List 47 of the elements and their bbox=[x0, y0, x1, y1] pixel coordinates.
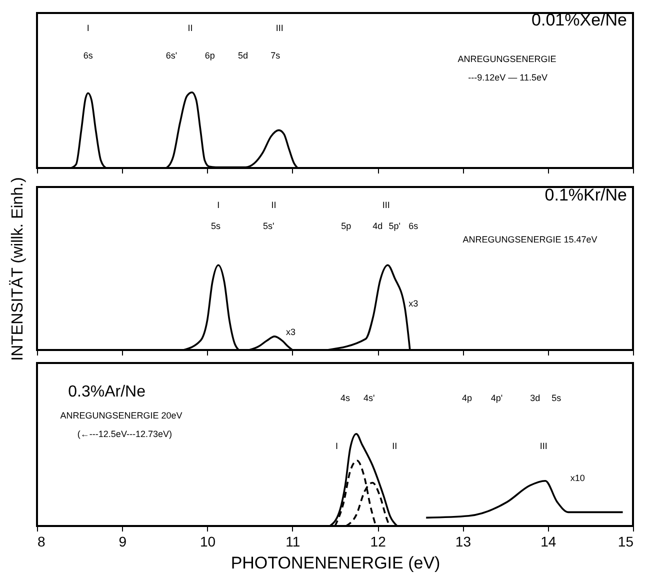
x-tick-label: 14 bbox=[540, 534, 556, 550]
text: 5s bbox=[211, 221, 222, 232]
text: III bbox=[276, 23, 284, 34]
text: 5d bbox=[238, 50, 248, 60]
x-tick-label: 10 bbox=[200, 534, 216, 550]
text: 4p' bbox=[490, 392, 503, 403]
annotation: (←---12.5eV---12.73eV) bbox=[77, 428, 172, 439]
text: 4d bbox=[372, 221, 383, 232]
text: ANREGUNGSENERGIE bbox=[458, 54, 556, 64]
text: ANREGUNGSENERGIE 20eV bbox=[60, 410, 182, 420]
text: II bbox=[188, 23, 193, 34]
text: 6s bbox=[83, 50, 94, 60]
text: 4s bbox=[340, 392, 350, 403]
x-tick-label: 15 bbox=[618, 534, 634, 550]
x-tick-label: 12 bbox=[370, 534, 386, 550]
text: 0.3%Ar/Ne bbox=[68, 384, 146, 401]
text: ---9.12eV — 11.5eV bbox=[468, 72, 548, 82]
text: 6s bbox=[408, 221, 419, 232]
text: 5p' bbox=[388, 221, 401, 232]
text: I bbox=[86, 23, 90, 34]
annotation: x3 bbox=[408, 298, 418, 308]
text: 7s bbox=[270, 50, 281, 60]
text: ANREGUNGSENERGIE 15.47eV bbox=[462, 234, 598, 245]
chart-title: 0.1%Kr/Ne bbox=[544, 185, 627, 204]
annotation: x3 bbox=[286, 327, 296, 338]
text: 6p bbox=[204, 50, 215, 60]
x-tick-label: 9 bbox=[118, 534, 127, 550]
annotation: x10 bbox=[570, 473, 585, 484]
x-tick-label: 8 bbox=[38, 534, 46, 550]
text: 3d bbox=[530, 392, 540, 403]
annotation: III bbox=[540, 440, 548, 451]
text: 4p bbox=[462, 392, 472, 403]
text: III bbox=[382, 200, 390, 210]
text: I bbox=[217, 200, 220, 210]
x-tick-label: 11 bbox=[286, 534, 300, 550]
annotation: II bbox=[392, 440, 398, 451]
chart-title: 0.01%Xe/Ne bbox=[532, 10, 627, 30]
x-tick-label: 13 bbox=[455, 534, 472, 550]
text: 5p bbox=[341, 221, 352, 232]
text: II bbox=[271, 200, 276, 210]
x-axis-title: PHOTONENENERGIE (eV) bbox=[230, 554, 440, 572]
y-axis-title: INTENSITÄT (willk. Einh.) bbox=[8, 177, 26, 361]
text: 5s bbox=[552, 392, 562, 403]
text: 4s' bbox=[363, 392, 375, 403]
annotation: I bbox=[335, 440, 338, 451]
text: 5s' bbox=[262, 221, 274, 232]
text: 6s' bbox=[166, 50, 178, 60]
